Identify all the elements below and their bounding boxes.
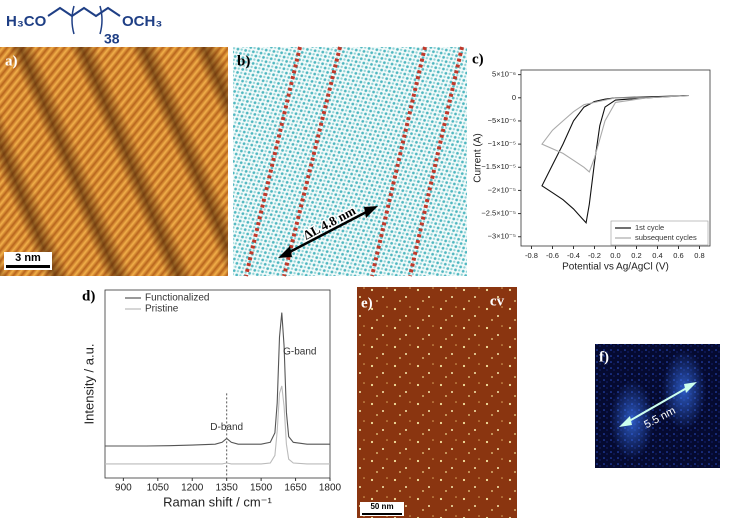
- legend-label: Pristine: [145, 304, 179, 315]
- x-tick-label: 900: [115, 483, 132, 494]
- y-tick-label: −2×10⁻⁵: [488, 185, 516, 194]
- structure-left: H₃CO: [6, 13, 47, 30]
- series-line: [105, 312, 330, 447]
- x-tick-label: 0.2: [631, 251, 641, 260]
- y-tick-label: −1.5×10⁻⁵: [481, 162, 516, 171]
- y-tick-label: −2.5×10⁻⁵: [481, 209, 516, 218]
- panel-label: a): [5, 53, 18, 69]
- scale-bar-box: [360, 502, 404, 516]
- chain: [47, 6, 121, 18]
- x-tick-label: -0.2: [588, 251, 601, 260]
- legend-label: Functionalized: [145, 293, 209, 304]
- legend-label: subsequent cycles: [635, 233, 697, 242]
- fft-arrow: [623, 384, 693, 425]
- y-tick-label: −1×10⁻⁵: [488, 139, 516, 148]
- legend-label: 1st cycle: [635, 223, 664, 232]
- plot-frame: [104, 289, 331, 479]
- afm-image: [357, 287, 517, 518]
- structure-repeat: 38: [104, 31, 120, 47]
- stm-bands: [0, 47, 228, 276]
- annotation: G-band: [283, 347, 316, 358]
- distance-arrow: [281, 206, 375, 258]
- x-tick-label: 1500: [250, 483, 273, 494]
- scale-bar: [362, 513, 402, 515]
- annotation: D-band: [210, 422, 243, 433]
- y-tick-label: 5×10⁻⁶: [492, 70, 516, 79]
- charts: -0.8 -0.6 -0.4 -0.2 0.0 0.2 0.4 0.6 0.8 5×10⁻⁶ 0 −5…: [81, 51, 711, 509]
- series-line: [541, 94, 690, 173]
- x-tick-label: 1200: [181, 483, 204, 494]
- y-tick-label: −3×10⁻⁵: [488, 232, 516, 241]
- x-tick-label: -0.8: [525, 251, 538, 260]
- x-tick-label: 1350: [216, 483, 239, 494]
- x-axis-label: Potential vs Ag/AgCl (V): [562, 262, 669, 273]
- scale-bar-label: 50 nm: [370, 502, 393, 511]
- y-axis-label: Current (A): [473, 133, 484, 182]
- panel-label: f): [599, 349, 609, 365]
- scale-bar: [6, 265, 50, 268]
- y-tick-label: −5×10⁻⁶: [488, 116, 516, 125]
- x-tick-label: 0.6: [673, 251, 683, 260]
- series-line: [541, 94, 690, 224]
- panel-label: e): [361, 295, 373, 311]
- x-tick-label: 1050: [147, 483, 170, 494]
- scale-bar-label: 3 nm: [15, 252, 41, 264]
- panel-label: d): [82, 288, 95, 304]
- structure-right: OCH₃: [122, 13, 162, 30]
- x-tick-label: 1800: [319, 483, 342, 494]
- legend-box: [610, 220, 709, 246]
- structure: H₃CO 38 OCH₃: [6, 5, 162, 47]
- arrow-heads: [278, 206, 378, 258]
- x-tick-label: 0.8: [694, 251, 704, 260]
- x-tick-label: 0.4: [652, 251, 662, 260]
- x-axis-label: Raman shift / cm⁻¹: [163, 494, 272, 509]
- y-tick-label: 0: [512, 93, 516, 102]
- arrow-heads: [619, 382, 697, 427]
- panel-label: b): [237, 53, 250, 69]
- bracket: [71, 5, 103, 35]
- x-tick-label: -0.4: [567, 251, 580, 260]
- panel-tag: cv: [490, 293, 505, 309]
- x-tick-label: -0.6: [546, 251, 559, 260]
- model-image: [233, 47, 467, 276]
- x-tick-label: 1650: [284, 483, 307, 494]
- series-line: [105, 385, 330, 465]
- panel-label: c): [472, 51, 484, 67]
- y-axis-label: Intensity / a.u.: [81, 344, 96, 425]
- x-tick-label: 0.0: [610, 251, 620, 260]
